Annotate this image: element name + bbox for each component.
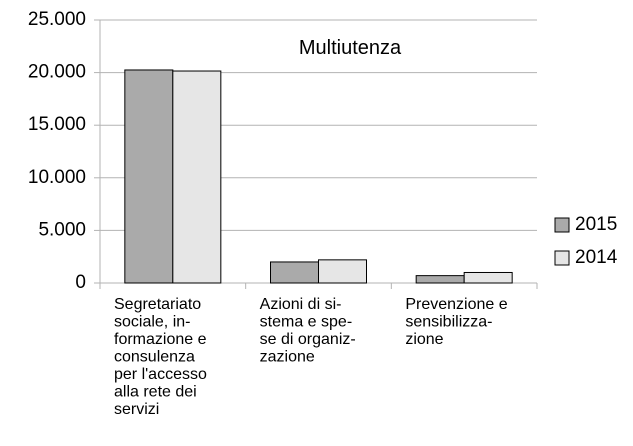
x-tick-label-line: servizi (114, 401, 159, 418)
bar (124, 69, 174, 284)
x-tick-label-line: sensibilizza- (405, 314, 492, 331)
x-tick-label: Prevenzione e sensibilizza-zione (405, 296, 507, 348)
y-tick-label: 10.000 (28, 167, 86, 188)
y-tick-label: 25.000 (28, 9, 86, 30)
bar (318, 259, 367, 284)
x-tick-label: Azioni di si-stema e spe-se di organiz-z… (260, 296, 356, 366)
y-tick-label: 15.000 (28, 114, 86, 135)
x-tick-label-line: formazione e (114, 331, 207, 348)
bar (415, 275, 465, 284)
x-tick-label-line: consulenza (114, 349, 195, 366)
x-tick-label-line: stema e spe- (260, 314, 352, 331)
x-tick-label-line: Segretariato (114, 296, 201, 313)
chart-title: Multiutenza (299, 37, 402, 59)
x-tick-label-line: sociale, in- (114, 314, 190, 331)
x-tick-label-line: per l'accesso (114, 366, 207, 383)
legend-label: 2015 (575, 214, 617, 235)
bar (463, 271, 513, 284)
y-tick-label: 0 (75, 272, 86, 293)
x-tick-label-line: Azioni di si- (260, 296, 342, 313)
legend-swatch (554, 250, 570, 266)
x-tick-label-line: zione (405, 331, 443, 348)
x-tick-label-line: zazione (260, 349, 315, 366)
legend-label: 2014 (575, 247, 618, 268)
y-tick-label: 20.000 (28, 62, 86, 83)
x-tick-label-line: alla rete dei (114, 384, 197, 401)
x-tick-label: Segretariato sociale, in-formazione e cons… (114, 296, 207, 418)
x-tick-label-line: Prevenzione e (405, 296, 507, 313)
x-tick-label-line: se di organiz- (260, 331, 356, 348)
bar (270, 261, 319, 284)
y-tick-label: 5.000 (38, 219, 86, 240)
bar (172, 70, 222, 284)
legend-swatch (554, 217, 570, 233)
